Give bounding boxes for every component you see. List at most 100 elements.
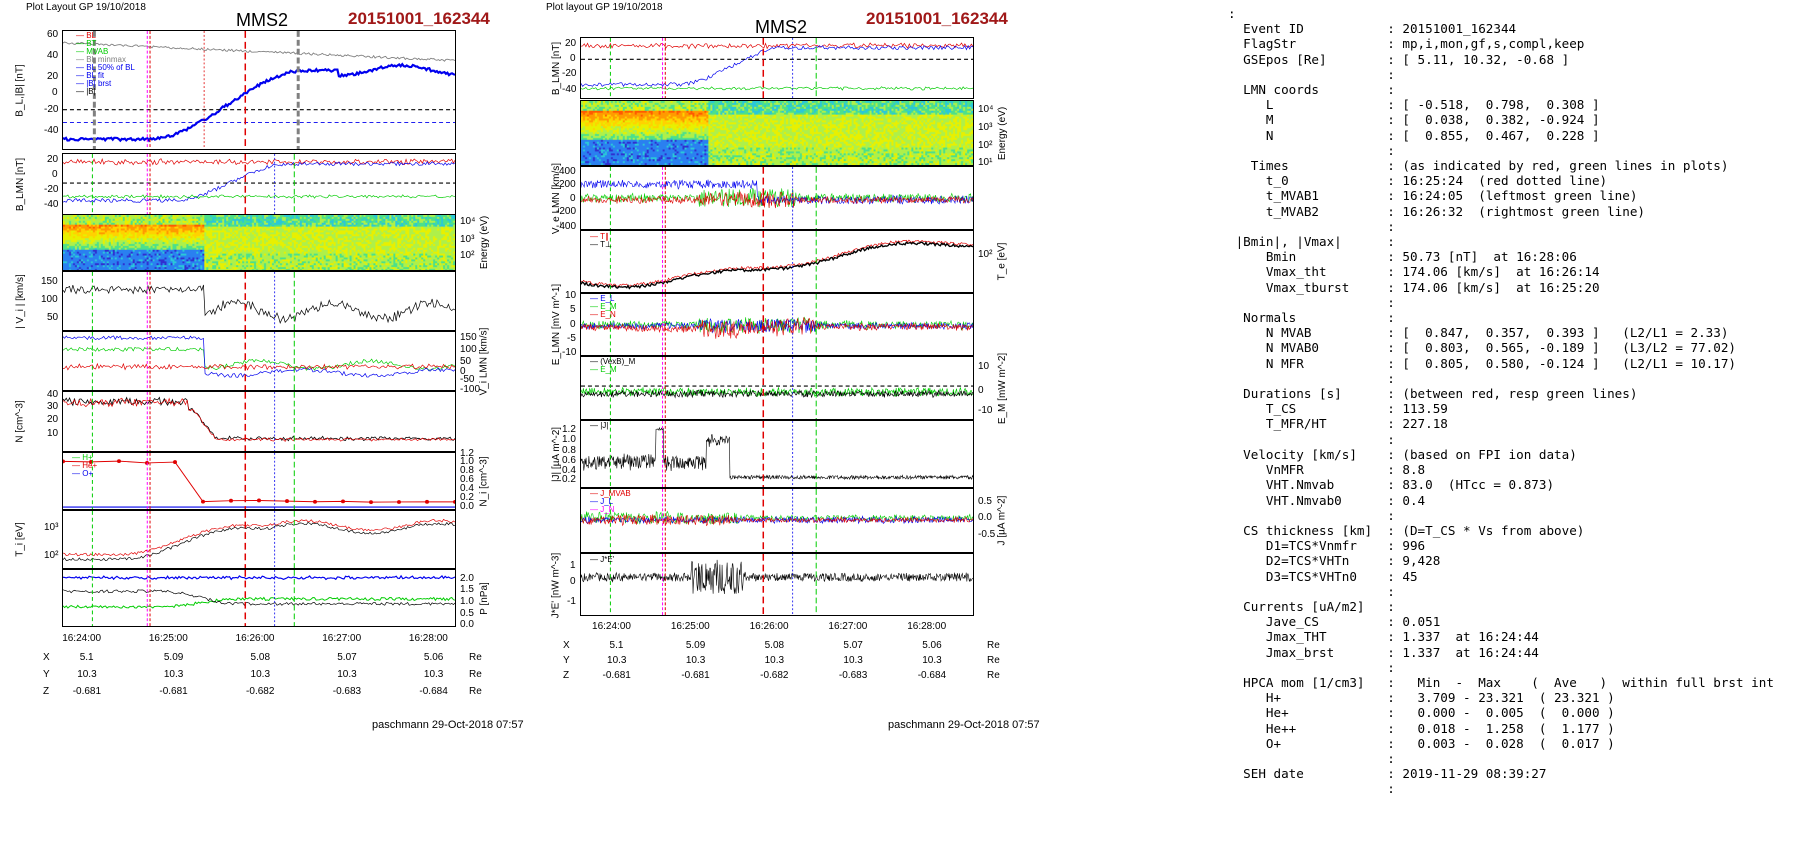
y-tick: 10²	[44, 550, 59, 561]
y-tick: 100	[460, 344, 477, 355]
middle-panel-2	[580, 166, 974, 230]
bm-blue	[581, 44, 973, 88]
position-unit: Re	[469, 686, 482, 697]
y-tick: 10¹	[978, 157, 993, 168]
y-tick: 0.6	[460, 474, 474, 485]
info-line: VHT.Nmvab : 83.0 (HTcc = 0.873)	[1265, 477, 1555, 493]
info-line: VHT.Nmvab0 : 0.4	[1265, 492, 1426, 508]
legend-entry: — BT	[76, 39, 97, 48]
info-line: N MVAB : [ 0.847, 0.357, 0.393 ] (L2/L1 …	[1265, 325, 1729, 341]
middle-panel-3	[580, 230, 974, 293]
y-tick: -20	[44, 184, 59, 195]
je-black	[581, 559, 973, 595]
info-line: Bmin : 50.73 [nT] at 16:28:06	[1265, 249, 1577, 265]
info-line: t_MVAB1 : 16:24:05 (leftmost green line)	[1265, 188, 1638, 204]
info-line: Vmax_tburst : 174.06 [km/s] at 16:25:20	[1265, 279, 1600, 295]
position-value: 5.07	[337, 652, 357, 663]
info-line: :	[1387, 781, 1395, 797]
y-tick: -10	[562, 347, 577, 358]
position-axis-label: Z	[563, 670, 570, 681]
info-line: T_CS : 113.59	[1265, 401, 1448, 417]
e-red	[581, 316, 973, 339]
y-tick: -40	[44, 125, 59, 136]
middle-header: Plot layout GP 19/10/2018	[546, 2, 663, 13]
y-tick: 10	[47, 428, 59, 439]
info-line: :	[1387, 294, 1395, 310]
info-line: Jmax_THT : 1.337 at 16:24:44	[1265, 629, 1539, 645]
y-tick: 1.0	[460, 456, 474, 467]
ti-red	[63, 518, 455, 557]
position-axis-label: X	[563, 640, 570, 651]
y-tick: 1.2	[562, 424, 576, 435]
position-value: 10.3	[163, 669, 184, 680]
time-tick-label: 16:26:00	[749, 621, 789, 632]
j-abs	[581, 426, 973, 481]
position-value: 10.3	[922, 655, 942, 666]
info-line: :	[1387, 218, 1395, 234]
bl-red	[581, 42, 973, 50]
ni-point	[257, 498, 261, 503]
y-tick: -40	[562, 84, 577, 95]
middle-panel-7	[580, 488, 974, 553]
info-line: Event ID : 20151001_162344	[1243, 21, 1517, 37]
y-tick: 10	[978, 361, 990, 372]
middle-panel-8	[580, 553, 974, 616]
legend-entry: — T∥	[590, 232, 609, 241]
y-tick: 20	[47, 414, 59, 425]
legend-entry: — BL minmax	[76, 55, 126, 64]
time-tick-label: 16:26:00	[235, 633, 275, 644]
y-tick: 100	[41, 294, 58, 305]
info-line: Velocity [km/s] : (based on FPI ion data…	[1243, 446, 1577, 462]
y-axis-label: E_M [mW m^-2]	[996, 352, 1008, 424]
y-axis-label: B_LMN [nT]	[550, 41, 562, 95]
legend-entry: — He+	[72, 461, 98, 470]
vi-red	[63, 362, 455, 371]
y-tick: -200	[556, 206, 577, 217]
left-event-id: 20151001_162344	[348, 9, 490, 28]
position-axis-label: Y	[43, 669, 50, 680]
position-value: -0.682	[760, 670, 789, 681]
position-value: -0.683	[332, 686, 362, 697]
legend-entry: — T⊥	[590, 240, 612, 249]
left-panel-4	[62, 331, 456, 391]
n-red	[63, 397, 455, 442]
info-line: :	[1228, 6, 1236, 21]
position-axis-label: Y	[563, 655, 570, 666]
info-line: :	[1387, 66, 1395, 82]
position-value: 10.3	[423, 669, 444, 680]
legend-entry: — J_N	[590, 505, 615, 514]
y-tick: 150	[41, 276, 58, 287]
info-line: :	[1387, 431, 1395, 447]
time-tick-label: 16:24:00	[62, 633, 102, 644]
legend-entry: — E_M	[590, 365, 617, 374]
y-tick: 0	[570, 319, 576, 330]
time-tick-label: 16:27:00	[828, 621, 868, 632]
position-value: 10.3	[250, 669, 271, 680]
ni-point	[369, 500, 373, 505]
y-tick: 10³	[978, 122, 993, 133]
y-tick: 0	[978, 385, 984, 396]
left-spacecraft-title: MMS2	[236, 10, 289, 30]
legend-entry: — O+	[72, 469, 94, 478]
y-tick: 60	[47, 29, 59, 40]
ni-point	[63, 459, 65, 464]
p-black	[63, 589, 455, 606]
y-axis-label: E_LMN [mV m^-1]	[550, 283, 562, 365]
y-tick: 10²	[978, 249, 993, 260]
y-tick: 0	[52, 87, 58, 98]
y-tick: 0.2	[562, 474, 576, 485]
left-panel-7	[62, 510, 456, 569]
j-red	[581, 513, 973, 527]
y-axis-label: P [nPa]	[478, 581, 490, 615]
position-axis-label: X	[43, 652, 50, 663]
y-tick: 30	[47, 401, 59, 412]
legend-entry: — E_L	[590, 294, 615, 303]
p-blue	[63, 574, 455, 581]
y-tick: 10⁴	[460, 216, 476, 227]
position-value: -0.684	[419, 686, 448, 697]
ve-green	[581, 187, 973, 208]
em-black	[581, 389, 973, 399]
y-tick: 0	[460, 366, 466, 377]
position-value: 10.3	[607, 655, 627, 666]
info-line: VnMFR : 8.8	[1265, 462, 1426, 478]
